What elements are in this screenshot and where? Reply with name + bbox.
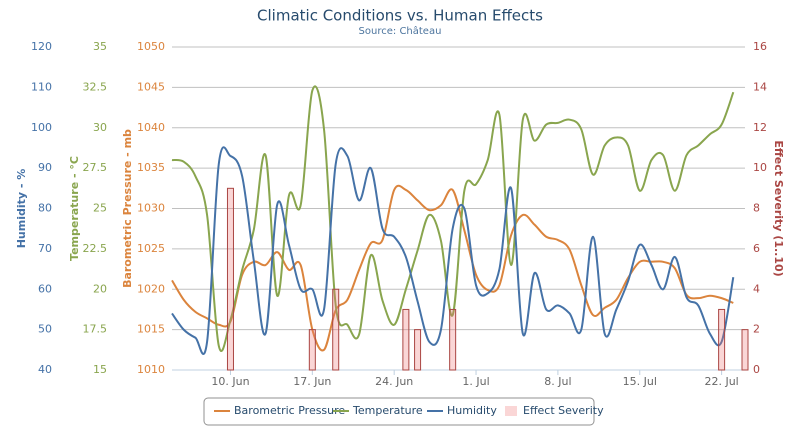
bar (449, 308, 457, 371)
y-tick-label: 50 (38, 323, 52, 336)
y-tick-label: 80 (38, 202, 52, 215)
legend-box (203, 397, 595, 426)
axis-title: Temperature - °C (68, 156, 81, 261)
y-tick-label: 1030 (137, 202, 165, 215)
y-tick-label: 22.5 (83, 242, 108, 255)
y-tick-label: 25 (93, 202, 107, 215)
y-tick-label: 1020 (137, 282, 165, 295)
y-tick-label: 110 (31, 80, 52, 93)
series-line (171, 184, 734, 352)
chart-subtitle: Source: Château (359, 25, 442, 37)
x-tick-label: 24. Jun (375, 375, 413, 388)
axis-title: Humidity - % (15, 169, 28, 249)
x-tick-label: 10. Jun (211, 375, 249, 388)
legend-label: Barometric Pressure (234, 404, 345, 417)
y-tick-label: 12 (753, 121, 767, 134)
y-tick-label: 60 (38, 282, 52, 295)
bar (414, 329, 422, 371)
y-tick-label: 2 (753, 323, 760, 336)
y-tick-label: 16 (753, 40, 767, 53)
x-tick-label: 17. Jun (293, 375, 331, 388)
y-tick-label: 1015 (137, 323, 165, 336)
y-tick-label: 1040 (137, 121, 165, 134)
y-tick-label: 1035 (137, 161, 165, 174)
x-tick-label: 22. Jul (704, 375, 738, 388)
y-tick-label: 90 (38, 161, 52, 174)
x-tick-label: 1. Jul (462, 375, 489, 388)
bar (226, 187, 234, 371)
y-tick-label: 6 (753, 242, 760, 255)
axis-title: Effect Severity (1..10) (772, 140, 785, 276)
bar (402, 308, 410, 371)
y-tick-label: 17.5 (83, 323, 108, 336)
y-tick-label: 100 (31, 121, 52, 134)
legend-label: Effect Severity (523, 404, 604, 417)
y-tick-label: 10 (753, 161, 767, 174)
axis-title: Barometric Pressure - mb (121, 129, 134, 288)
y-tick-label: 1045 (137, 80, 165, 93)
y-tick-label: 14 (753, 80, 767, 93)
y-tick-label: 120 (31, 40, 52, 53)
legend-label: Humidity (447, 404, 497, 417)
y-tick-label: 35 (93, 40, 107, 53)
y-tick-label: 0 (753, 363, 760, 376)
y-tick-label: 27.5 (83, 161, 108, 174)
y-tick-label: 40 (38, 363, 52, 376)
y-tick-label: 32.5 (83, 80, 108, 93)
chart-title: Climatic Conditions vs. Human Effects (257, 7, 543, 25)
x-tick-label: 8. Jul (544, 375, 571, 388)
y-tick-label: 8 (753, 202, 760, 215)
bar (332, 288, 340, 371)
y-tick-label: 70 (38, 242, 52, 255)
bar (718, 308, 726, 371)
series-line (171, 85, 735, 352)
y-tick-label: 15 (93, 363, 107, 376)
y-tick-label: 20 (93, 282, 107, 295)
y-tick-label: 4 (753, 282, 760, 295)
legend-label: Temperature (352, 404, 423, 417)
series-line (171, 146, 735, 355)
y-tick-label: 30 (93, 121, 107, 134)
y-tick-label: 1010 (137, 363, 165, 376)
legend-symbol (505, 406, 517, 416)
bar (308, 329, 316, 371)
x-tick-label: 15. Jul (623, 375, 657, 388)
y-tick-label: 1050 (137, 40, 165, 53)
y-tick-label: 1025 (137, 242, 165, 255)
bar (741, 329, 749, 371)
